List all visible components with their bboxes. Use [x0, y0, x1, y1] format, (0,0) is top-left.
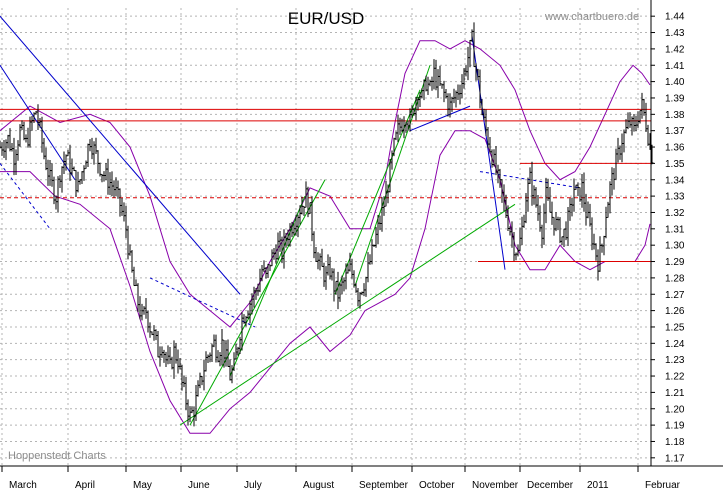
envelope-bands: [0, 40, 651, 434]
y-tick-label: 1.36: [665, 143, 685, 154]
x-tick-labels: March April May June July August September Octo…: [1, 466, 681, 491]
y-tick-label: 1.37: [665, 126, 685, 137]
y-tick-label: 1.33: [665, 192, 685, 203]
up-trendline: [189, 179, 326, 426]
down-trendline: [149, 277, 256, 328]
y-tick-label: 1.25: [665, 322, 685, 333]
y-tick-label: 1.44: [665, 12, 685, 23]
x-tick-label: April: [75, 480, 95, 491]
up-trendline: [179, 203, 516, 426]
x-tick-label: May: [133, 480, 152, 491]
y-tick-label: 1.41: [665, 61, 685, 72]
x-tick-label: August: [303, 480, 334, 491]
y-tick-label: 1.17: [665, 453, 685, 464]
y-tick-label: 1.39: [665, 93, 685, 104]
y-tick-label: 1.34: [665, 175, 685, 186]
trendlines: [0, 15, 581, 426]
y-tick-label: 1.20: [665, 404, 685, 415]
y-tick-label: 1.31: [665, 224, 685, 235]
x-tick-label: March: [9, 480, 37, 491]
price-series: [0, 22, 654, 427]
x-tick-label: September: [359, 480, 409, 491]
y-tick-label: 1.28: [665, 273, 685, 284]
y-tick-label: 1.40: [665, 77, 685, 88]
y-tick-label: 1.35: [665, 159, 685, 170]
y-tick-label: 1.21: [665, 388, 685, 399]
horizontal-levels: [0, 108, 651, 263]
y-tick-label: 1.32: [665, 208, 685, 219]
down-trendline: [0, 163, 51, 230]
x-tick-label: June: [188, 480, 210, 491]
y-tick-label: 1.19: [665, 421, 685, 432]
y-tick-label: 1.30: [665, 241, 685, 252]
y-tick-label: 1.23: [665, 355, 685, 366]
y-tick-label: 1.43: [665, 28, 685, 39]
down-trendline: [0, 15, 241, 295]
y-tick-label: 1.42: [665, 44, 685, 55]
footer-label: Hoppenstedt Charts: [8, 450, 106, 462]
y-tick-labels: 1.17 1.18 1.19 1.20 1.21 1.22 1.23 1.24 1.25 1.26…: [651, 12, 685, 464]
y-tick-label: 1.29: [665, 257, 685, 268]
x-tick-label: Februar: [645, 480, 681, 491]
y-tick-label: 1.18: [665, 437, 685, 448]
source-label: www.chartbuero.de: [544, 11, 639, 23]
x-tick-label: November: [472, 480, 519, 491]
chart-title: EUR/USD: [288, 9, 365, 28]
y-tick-label: 1.27: [665, 290, 685, 301]
y-tick-label: 1.26: [665, 306, 685, 317]
x-tick-label: October: [419, 480, 455, 491]
y-tick-label: 1.38: [665, 110, 685, 121]
x-tick-label: December: [527, 480, 574, 491]
y-tick-label: 1.24: [665, 339, 685, 350]
y-tick-label: 1.22: [665, 372, 685, 383]
x-tick-label: July: [244, 480, 262, 491]
x-tick-label: 2011: [587, 480, 609, 491]
grid: [0, 8, 651, 466]
down-trendline: [409, 105, 471, 132]
axes: [0, 0, 723, 467]
lower-band: [0, 130, 651, 434]
upper-band: [0, 40, 651, 328]
